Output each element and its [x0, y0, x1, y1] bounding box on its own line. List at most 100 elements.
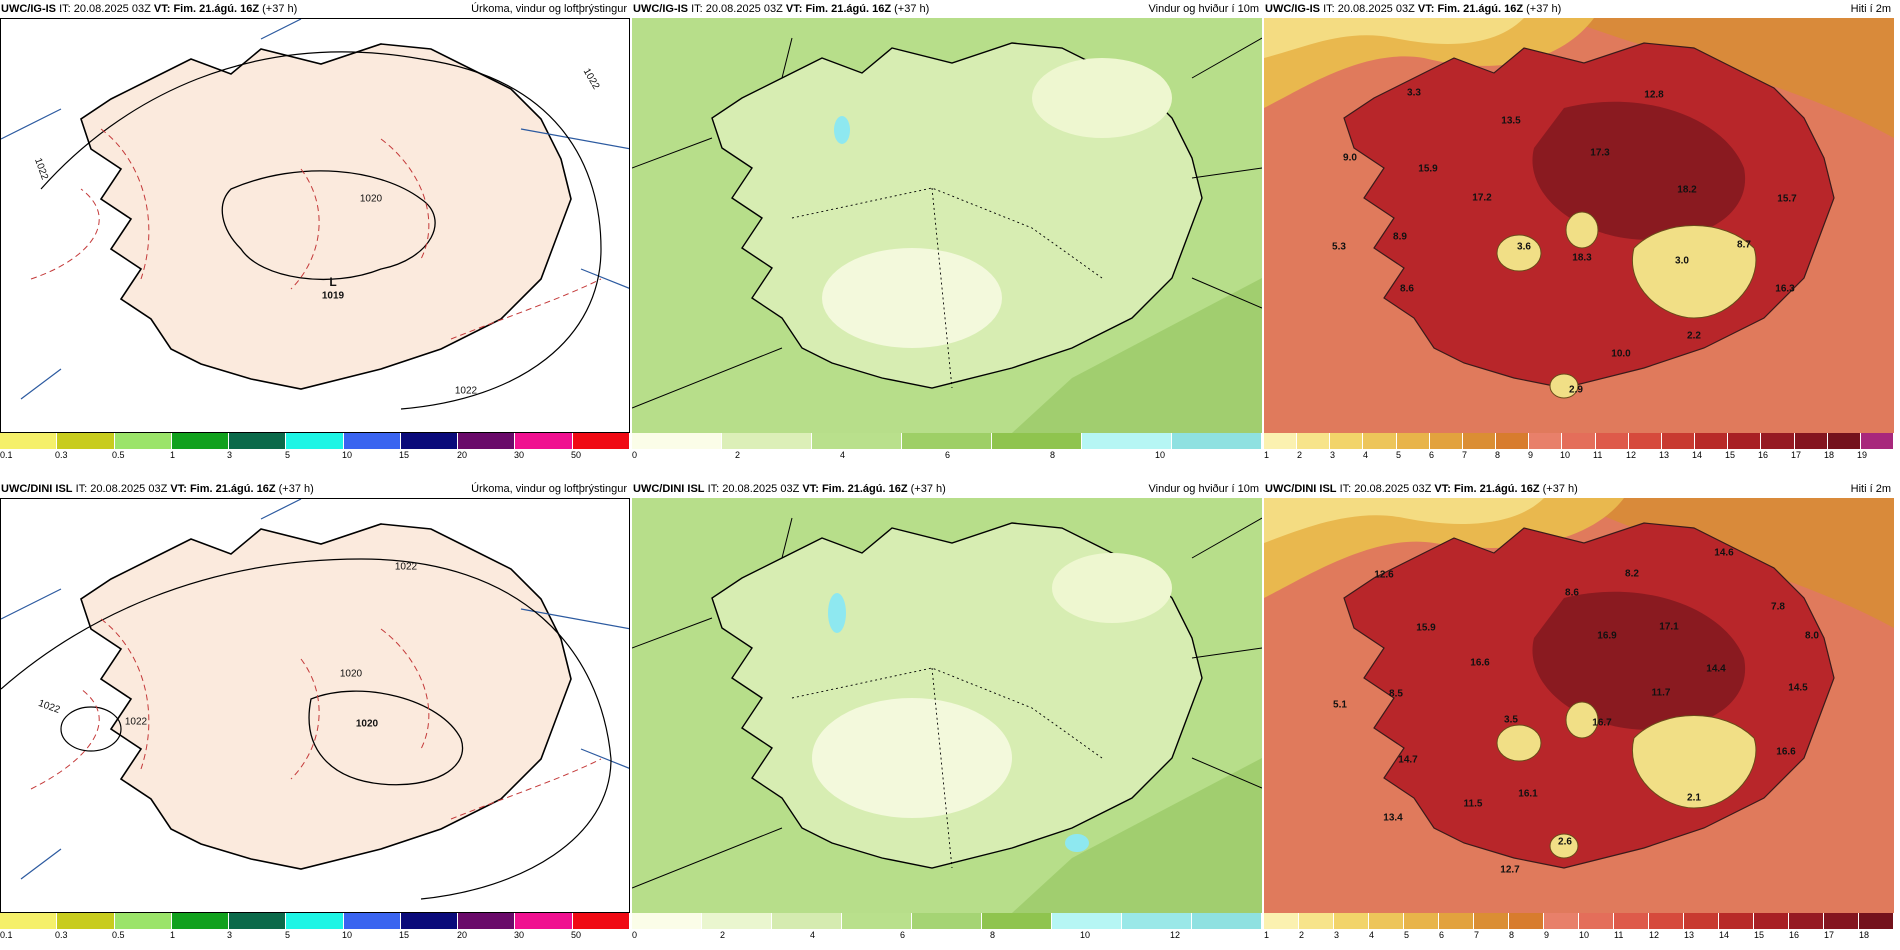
cbar-swatch [229, 433, 287, 449]
cbar-tick: 1 [170, 450, 176, 460]
valid-time: Fim. 21.ágú. 16Z [173, 3, 260, 15]
cbar-swatch [400, 433, 459, 449]
cbar-tick: 16 [1789, 930, 1800, 940]
temp-value: 3.6 [1517, 241, 1531, 253]
cbar-tick: 17 [1824, 930, 1835, 940]
temp-value: 3.5 [1504, 714, 1518, 726]
cbar-swatch [1595, 433, 1629, 449]
temp-value: 3.0 [1675, 255, 1689, 267]
precip-colorbar-ticks: 0.1 0.3 0.5 1 3 5 10 15 20 30 50 [0, 929, 630, 943]
temp-value: 16.6 [1470, 657, 1490, 669]
precip-map: 1020 1020 1022 1022 1022 [0, 498, 630, 913]
cbar-swatch [1824, 913, 1859, 929]
cbar-swatch [1439, 913, 1474, 929]
cbar-swatch [812, 433, 902, 449]
temp-value: 8.9 [1393, 231, 1407, 243]
temp-map: 3.3 12.8 13.5 9.0 15.9 17.3 18.2 15.7 17… [1264, 18, 1894, 433]
cbar-swatch [286, 433, 344, 449]
cbar-tick: 6 [1439, 930, 1445, 940]
cbar-swatch [1429, 433, 1463, 449]
cbar-tick: 11 [1593, 450, 1603, 460]
temp-colorbar [1264, 913, 1894, 929]
cbar-swatch [458, 433, 516, 449]
cbar-tick: 10 [342, 930, 353, 940]
precip-map-svg [1, 499, 629, 912]
cbar-swatch [702, 913, 772, 929]
cbar-tick: 0.5 [112, 450, 125, 460]
cbar-swatch [1562, 433, 1596, 449]
cbar-tick: 6 [1429, 450, 1435, 460]
cbar-tick: 0 [632, 450, 638, 460]
cbar-swatch [57, 913, 115, 929]
precip-panel-row1: UWC/IG-IS IT: 20.08.2025 03Z VT: Fim. 21… [0, 0, 630, 470]
cbar-tick: 3 [1334, 930, 1340, 940]
temp-map-svg [1264, 498, 1894, 913]
cbar-tick: 0.3 [55, 930, 68, 940]
temp-value: 14.5 [1788, 682, 1808, 694]
cbar-tick: 0.3 [55, 450, 68, 460]
temp-value: 15.9 [1416, 622, 1436, 634]
cbar-tick: 5 [1396, 450, 1402, 460]
cbar-swatch [632, 433, 722, 449]
temp-value: 13.5 [1501, 115, 1521, 127]
cbar-swatch [1363, 433, 1397, 449]
panel-title: Hiti í 2m [1850, 3, 1891, 15]
cbar-swatch [1728, 433, 1762, 449]
cbar-swatch [992, 433, 1082, 449]
wind-colorbar [632, 433, 1262, 449]
cbar-swatch [171, 433, 230, 449]
temp-value: 5.3 [1332, 241, 1346, 253]
cbar-tick: 15 [1754, 930, 1765, 940]
cbar-swatch [458, 913, 516, 929]
cbar-tick: 15 [399, 930, 410, 940]
panel-title: Úrkoma, vindur og loftþrýstingur [471, 3, 627, 15]
isobar-label: 1022 [454, 385, 478, 397]
cbar-tick: 3 [1330, 450, 1336, 460]
cbar-swatch [572, 913, 630, 929]
cbar-swatch [0, 913, 58, 929]
cbar-tick: 2 [1297, 450, 1303, 460]
cbar-swatch [1369, 913, 1404, 929]
low-pressure-value: 1019 [321, 290, 345, 302]
low-pressure-symbol: L [329, 275, 337, 289]
cbar-tick: 12 [1170, 930, 1181, 940]
init-time: 20.08.2025 03Z [73, 3, 151, 15]
model-name: UWC/DINI ISL [1, 483, 73, 495]
temp-colorbar [1264, 433, 1894, 449]
cbar-tick: 30 [514, 930, 525, 940]
panel-header: UWC/IG-IS IT: 20.08.2025 03Z VT: Fim. 21… [632, 0, 1262, 18]
cbar-tick: 11 [1614, 930, 1624, 940]
cbar-swatch [1695, 433, 1729, 449]
cbar-tick: 7 [1474, 930, 1480, 940]
cbar-swatch [1404, 913, 1439, 929]
cbar-tick: 4 [1369, 930, 1375, 940]
cbar-tick: 1 [1264, 930, 1270, 940]
cbar-swatch [1082, 433, 1172, 449]
cbar-tick: 1 [1264, 450, 1270, 460]
cbar-tick: 8 [990, 930, 996, 940]
temp-value: 12.6 [1374, 569, 1394, 581]
wind-colorbar [632, 913, 1262, 929]
cbar-swatch [171, 913, 230, 929]
panel-title: Vindur og hviður í 10m [1148, 3, 1259, 15]
precip-map: 1020 L 1019 1022 1022 1022 [0, 18, 630, 433]
cbar-tick: 5 [285, 930, 291, 940]
wind-map [632, 18, 1262, 433]
cbar-swatch [1860, 433, 1894, 449]
init-time: 20.08.2025 03Z [1354, 483, 1432, 495]
valid-time: Fim. 21.ágú. 16Z [821, 483, 908, 495]
cbar-tick: 13 [1684, 930, 1695, 940]
cbar-tick: 50 [571, 450, 582, 460]
temp-panel-row2: UWC/DINI ISL IT: 20.08.2025 03Z VT: Fim.… [1264, 480, 1894, 950]
cbar-swatch [515, 913, 573, 929]
cbar-tick: 0 [632, 930, 638, 940]
valid-time: Fim. 21.ágú. 16Z [1453, 483, 1540, 495]
temp-value: 12.7 [1500, 864, 1520, 876]
cbar-swatch [1122, 913, 1192, 929]
temp-value: 17.3 [1590, 147, 1610, 159]
cbar-swatch [515, 433, 573, 449]
panel-header: UWC/DINI ISL IT: 20.08.2025 03Z VT: Fim.… [1264, 480, 1894, 498]
valid-time: Fim. 21.ágú. 16Z [189, 483, 276, 495]
cbar-swatch [1661, 433, 1696, 449]
iceland-outline [80, 43, 572, 390]
